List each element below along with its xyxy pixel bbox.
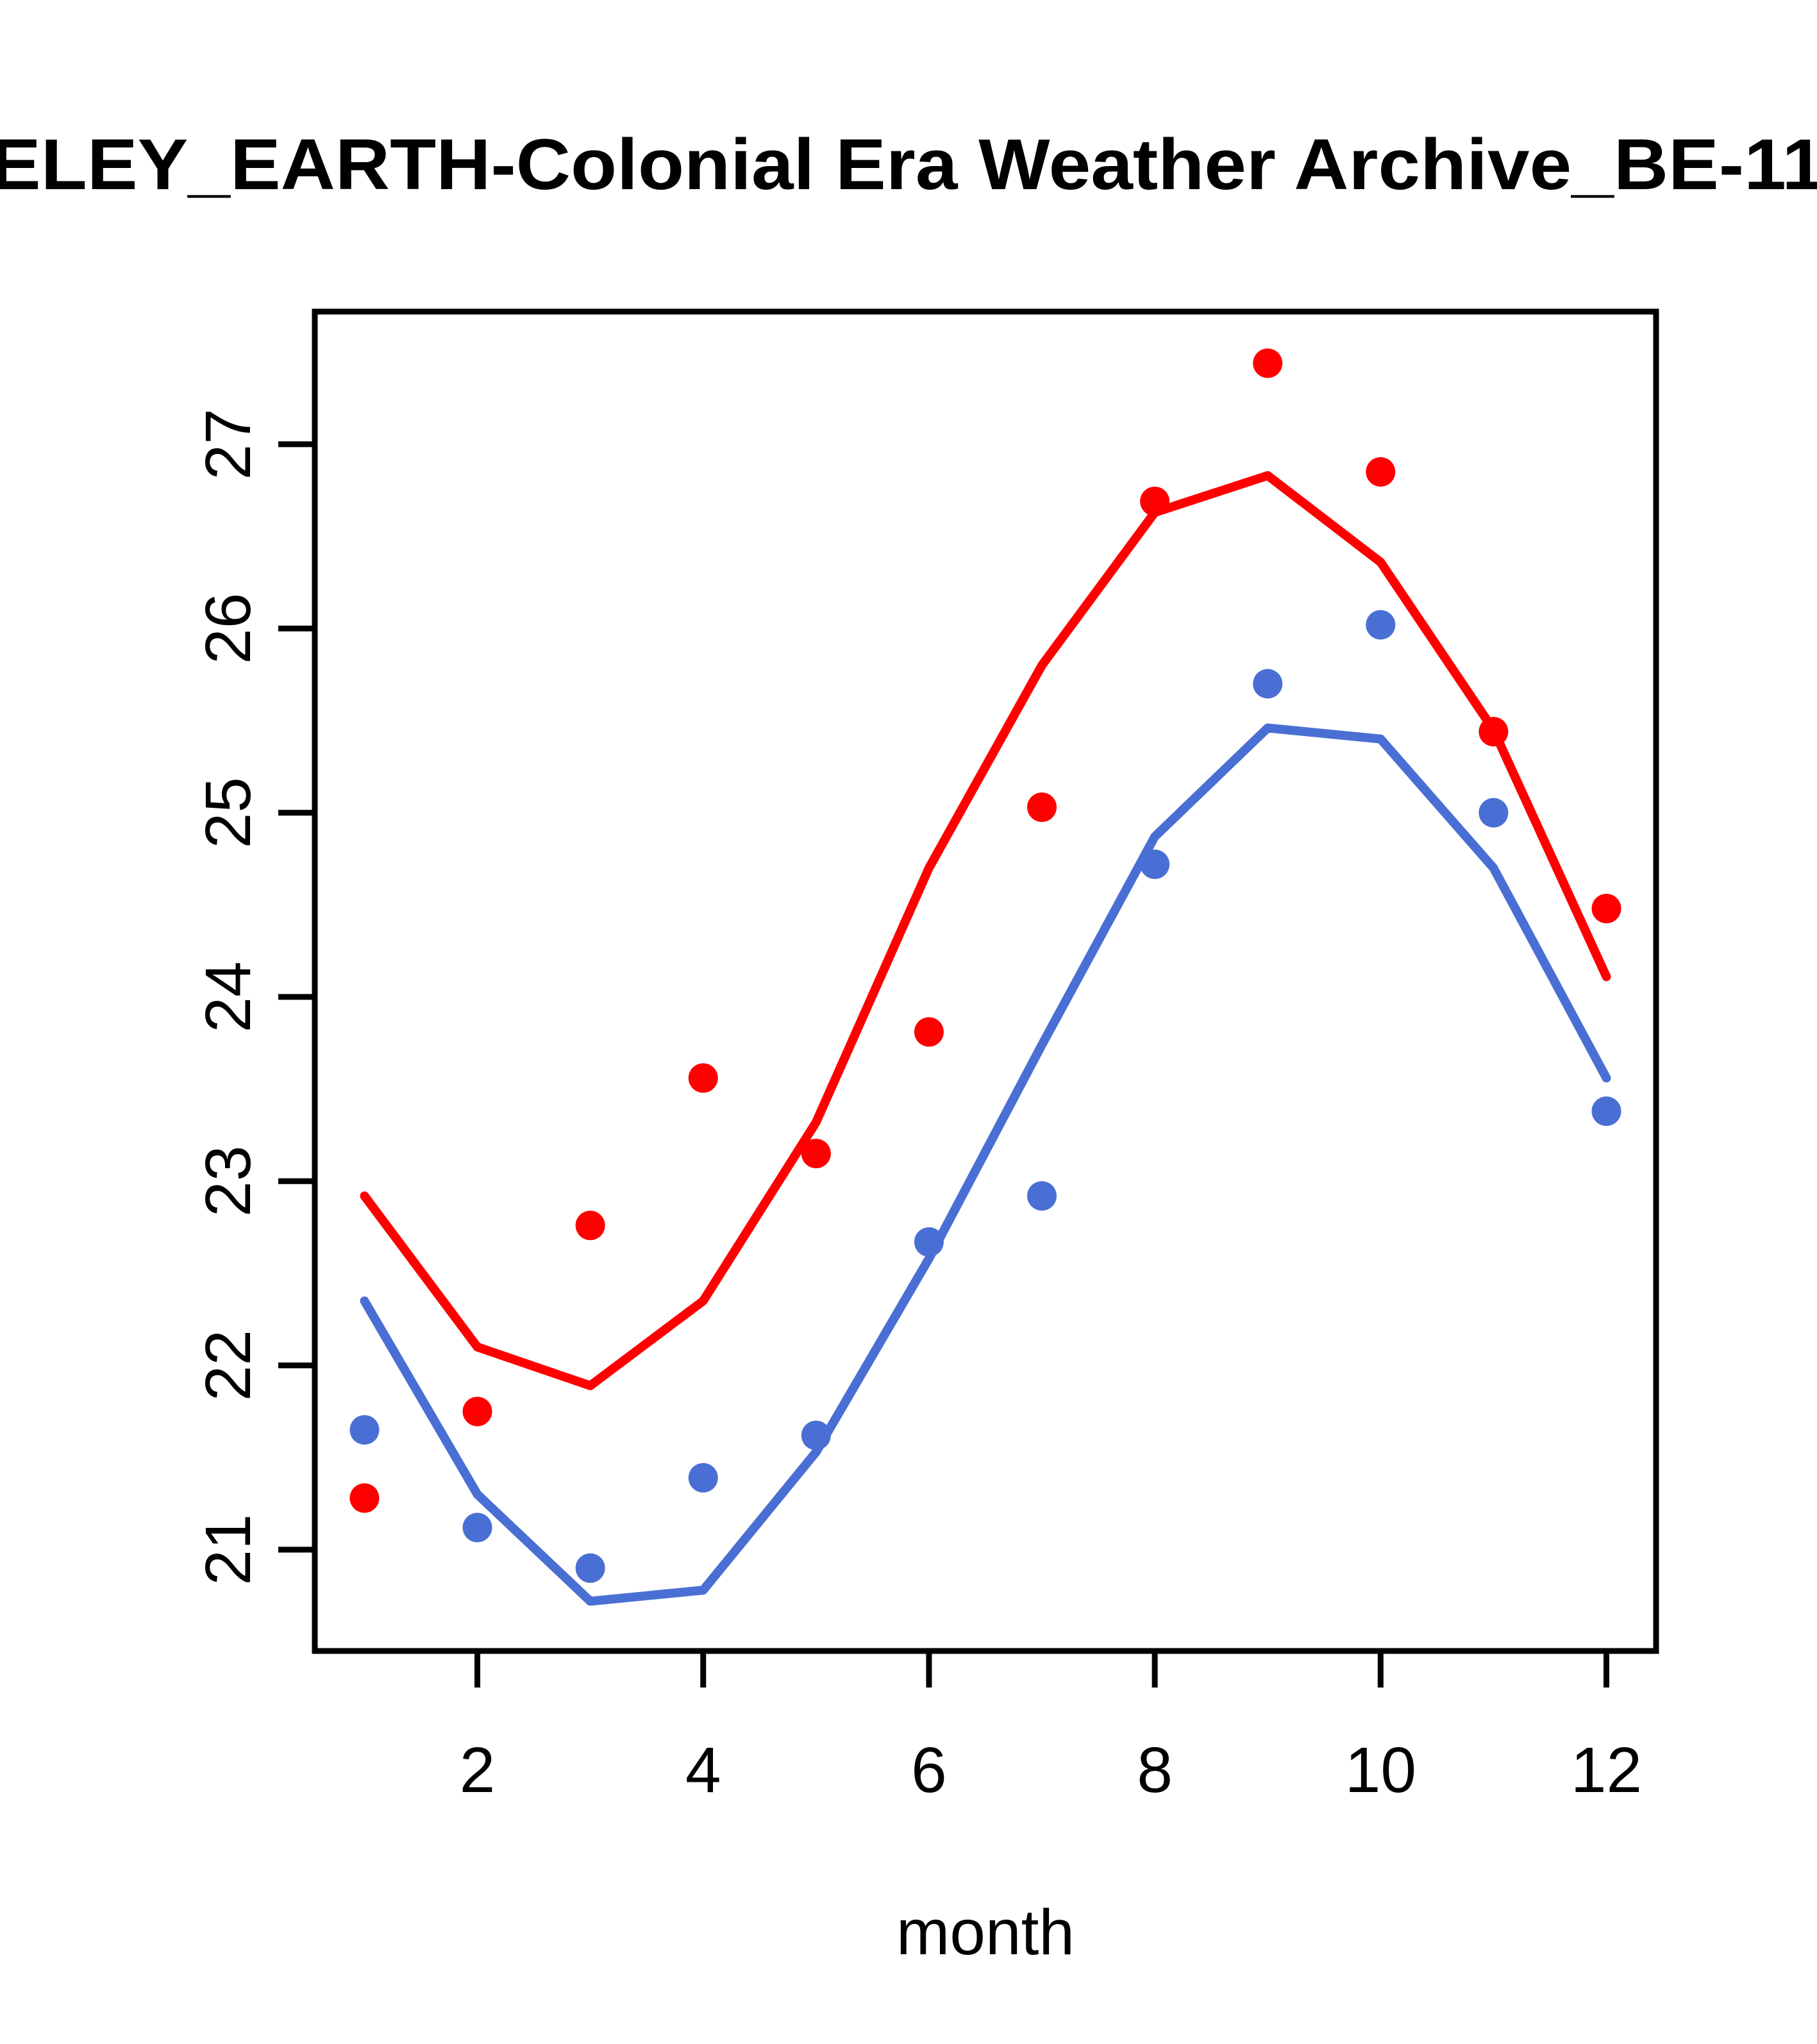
y-tick-label: 26 xyxy=(192,593,264,664)
x-axis-ticks xyxy=(474,1651,1610,1688)
x-tick-label: 8 xyxy=(1137,1734,1173,1806)
blue-points-dot xyxy=(1140,850,1170,880)
red-points-dot xyxy=(688,1063,718,1093)
y-tick-label: 24 xyxy=(192,961,264,1032)
red-points-dot xyxy=(914,1017,944,1047)
blue-points-dot xyxy=(688,1462,718,1493)
blue-points-dot xyxy=(349,1415,380,1445)
y-axis-ticks xyxy=(278,441,315,1553)
plot-box xyxy=(312,308,1659,1654)
red-points-dot xyxy=(349,1483,380,1513)
red-points-dot xyxy=(1253,348,1283,378)
x-tick-label: 2 xyxy=(460,1734,496,1806)
blue-points-dot xyxy=(801,1420,831,1450)
red-points-dot xyxy=(462,1396,492,1427)
blue-points-dot xyxy=(1027,1181,1057,1211)
x-tick-label: 10 xyxy=(1345,1734,1416,1806)
red-points-dot xyxy=(1591,893,1621,923)
y-tick-label: 25 xyxy=(192,777,264,848)
blue-points-dot xyxy=(1366,610,1396,640)
red-points-dot xyxy=(1140,486,1170,516)
blue-points-dot xyxy=(1478,798,1509,828)
red-line xyxy=(360,471,1611,1391)
red-points-dot xyxy=(1366,457,1396,487)
x-tick-label: 12 xyxy=(1571,1734,1642,1806)
blue-points-dot xyxy=(462,1512,492,1543)
data-points xyxy=(349,348,1621,1583)
red-points-dot xyxy=(1027,792,1057,822)
blue-points-dot xyxy=(914,1227,944,1257)
y-tick-label: 21 xyxy=(192,1514,264,1585)
blue-line xyxy=(360,723,1611,1606)
y-tick-label: 23 xyxy=(192,1146,264,1217)
data-lines xyxy=(360,471,1611,1606)
red-points-dot xyxy=(1478,717,1509,747)
y-tick-label: 27 xyxy=(192,408,264,480)
red-points-dot xyxy=(575,1210,605,1241)
blue-points-dot xyxy=(575,1553,605,1583)
chart-title: ELEY_EARTH-Colonial Era Weather Archive_… xyxy=(0,124,1817,205)
x-axis-label: month xyxy=(896,1897,1075,1968)
x-axis-tick-labels: 2 4 6 8 10 12 xyxy=(460,1734,1642,1806)
blue-points-dot xyxy=(1253,669,1283,699)
x-tick-label: 4 xyxy=(685,1734,721,1806)
y-tick-label: 22 xyxy=(192,1330,264,1401)
y-axis-tick-labels: 21 22 23 24 25 26 27 xyxy=(192,408,264,1585)
blue-points-dot xyxy=(1591,1096,1621,1127)
red-points-dot xyxy=(801,1139,831,1169)
x-tick-label: 6 xyxy=(911,1734,947,1806)
